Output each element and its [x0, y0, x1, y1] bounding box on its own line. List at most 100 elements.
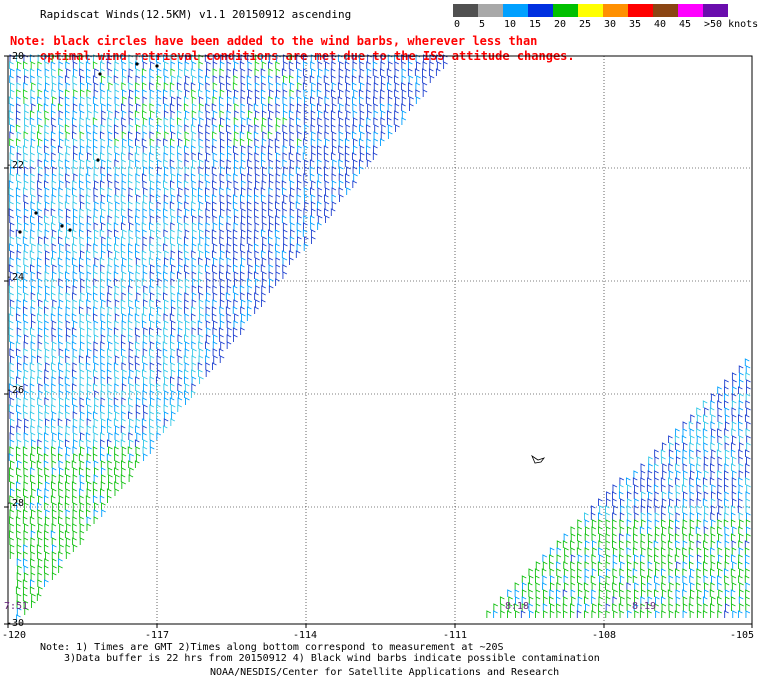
- wind-barb: [365, 96, 371, 104]
- wind-barb: [122, 376, 127, 384]
- wind-barb: [107, 495, 112, 503]
- wind-barb: [59, 467, 64, 475]
- wind-barb: [164, 299, 169, 307]
- wind-barb: [212, 285, 218, 293]
- wind-barb: [37, 432, 43, 440]
- wind-barb: [198, 75, 204, 83]
- wind-barb: [106, 299, 112, 307]
- wind-barb: [121, 481, 127, 489]
- wind-barb: [689, 456, 694, 464]
- wind-barb: [16, 495, 22, 503]
- wind-barb: [275, 180, 281, 188]
- wind-barb: [184, 229, 190, 237]
- wind-barb: [570, 540, 575, 548]
- wind-barb: [641, 491, 646, 499]
- wind-barb: [738, 554, 743, 562]
- wind-barb: [85, 509, 91, 517]
- wind-barb: [654, 533, 660, 541]
- wind-barb: [58, 516, 63, 524]
- wind-barb: [212, 110, 218, 118]
- wind-barb: [190, 208, 196, 216]
- wind-barb: [745, 554, 750, 562]
- wind-barb: [661, 568, 666, 576]
- wind-barb: [156, 250, 162, 258]
- wind-barb: [73, 145, 78, 153]
- wind-barb: [184, 124, 189, 132]
- wind-barb: [45, 509, 50, 517]
- wind-barb: [191, 138, 196, 146]
- wind-barb: [107, 390, 113, 398]
- wind-barb: [311, 236, 316, 244]
- wind-barb: [689, 491, 695, 499]
- wind-barb: [731, 428, 736, 436]
- wind-barb: [79, 299, 84, 307]
- wind-barb: [185, 89, 190, 97]
- wind-barb: [113, 397, 119, 405]
- wind-barb: [262, 243, 267, 251]
- wind-barb: [710, 533, 716, 541]
- wind-barb: [108, 201, 113, 209]
- wind-barb: [591, 596, 596, 604]
- wind-barb: [528, 589, 534, 597]
- wind-barb: [65, 495, 70, 503]
- wind-barb: [549, 554, 554, 562]
- wind-barb: [142, 145, 148, 153]
- wind-barb: [676, 561, 681, 569]
- wind-barb: [205, 348, 211, 356]
- wind-barb: [177, 334, 183, 342]
- wind-barb: [550, 582, 555, 590]
- wind-barb: [710, 526, 716, 534]
- wind-barb: [647, 561, 653, 569]
- wind-barb: [114, 453, 119, 461]
- wind-barb: [107, 334, 112, 342]
- wind-barb: [149, 215, 155, 223]
- wind-barb: [37, 82, 42, 90]
- wind-barb: [227, 145, 232, 153]
- wind-barb: [304, 201, 309, 209]
- wind-barb: [51, 418, 56, 426]
- wind-barb: [101, 502, 106, 510]
- wind-barb: [339, 194, 344, 202]
- wind-barb: [738, 575, 743, 583]
- wind-barb: [276, 166, 281, 174]
- wind-barb: [157, 278, 162, 286]
- wind-barb: [738, 421, 743, 429]
- wind-barb: [163, 362, 168, 370]
- wind-barb: [550, 575, 555, 583]
- wind-barb: [121, 222, 126, 230]
- wind-barb: [351, 75, 357, 83]
- wind-barb: [710, 442, 715, 450]
- wind-barb: [43, 313, 49, 321]
- wind-barb: [226, 68, 232, 76]
- wind-barb: [647, 554, 653, 562]
- wind-barb: [416, 61, 421, 69]
- wind-barb: [71, 327, 77, 335]
- wind-barb: [190, 68, 196, 76]
- wind-barb: [121, 383, 127, 391]
- wind-barb: [155, 152, 161, 160]
- wind-barb: [289, 257, 294, 265]
- wind-barb: [199, 306, 204, 314]
- wind-barb: [114, 404, 119, 412]
- wind-barb: [241, 215, 246, 223]
- wind-barb: [51, 425, 56, 433]
- wind-barb: [79, 509, 84, 517]
- wind-barb: [239, 61, 245, 69]
- wind-barb: [717, 491, 722, 499]
- wind-barb: [127, 446, 133, 454]
- wind-barb: [626, 582, 632, 590]
- wind-barb: [86, 488, 92, 496]
- wind-barb: [164, 236, 169, 244]
- wind-barb: [51, 551, 57, 559]
- wind-barb: [261, 201, 267, 209]
- wind-barb: [338, 131, 344, 139]
- wind-barb: [30, 292, 36, 300]
- wind-barb: [10, 68, 15, 76]
- wind-barb: [254, 271, 259, 279]
- wind-barb: [234, 215, 239, 223]
- wind-barb: [57, 453, 63, 461]
- wind-barb: [170, 278, 176, 286]
- wind-barb: [662, 470, 667, 478]
- wind-barb: [212, 271, 218, 279]
